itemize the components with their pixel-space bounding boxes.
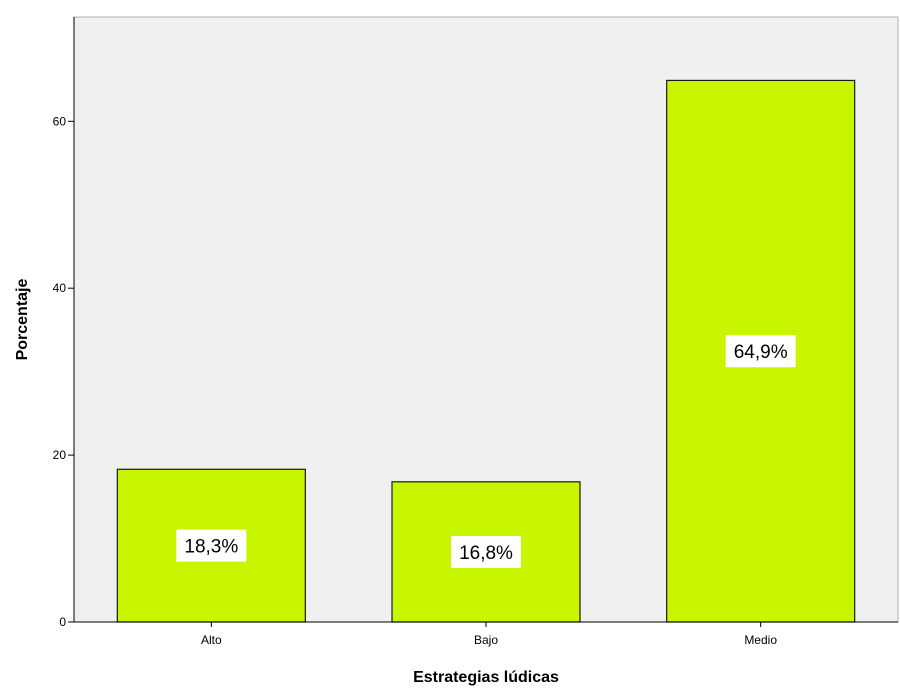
- x-ticks-layer: Alto Bajo Medio: [201, 622, 777, 647]
- y-tick-label-60: 60: [53, 114, 67, 128]
- x-tick-label-medio: Medio: [744, 633, 777, 647]
- x-tick-label-bajo: Bajo: [474, 633, 498, 647]
- data-label-box-medio: [725, 335, 796, 368]
- y-tick-label-40: 40: [53, 281, 67, 295]
- x-tick-label-alto: Alto: [201, 633, 222, 647]
- x-axis-title: Estrategias lúdicas: [413, 669, 559, 686]
- data-label-alto: 18,3%: [184, 537, 238, 558]
- data-label-medio: 64,9%: [734, 342, 788, 363]
- y-tick-label-20: 20: [53, 448, 67, 462]
- y-ticks-layer: 0 20 40 60: [53, 114, 74, 629]
- data-label-bajo: 16,8%: [459, 543, 513, 564]
- data-label-box-bajo: [451, 535, 521, 568]
- y-axis-title: Porcentaje: [14, 278, 31, 360]
- y-tick-label-0: 0: [59, 615, 66, 629]
- data-labels-layer: 18,3% 16,8% 64,9%: [176, 335, 796, 568]
- data-label-box-alto: [176, 529, 247, 562]
